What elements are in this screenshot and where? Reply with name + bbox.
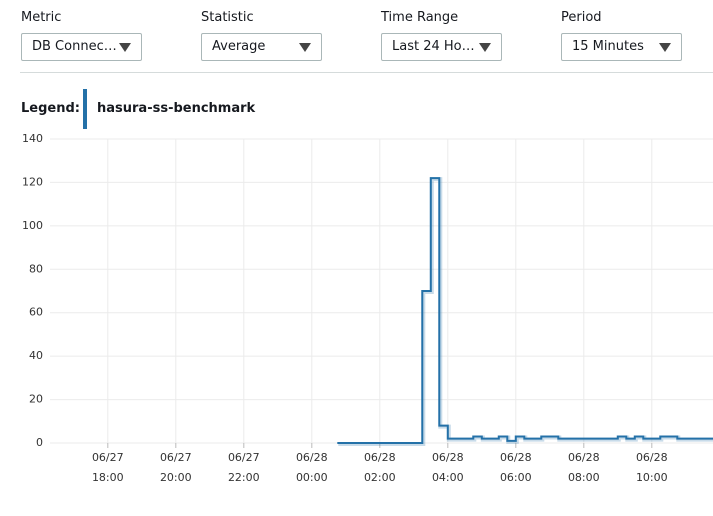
dropdown-value: 15 Minutes xyxy=(572,39,644,54)
y-tick-label: 20 xyxy=(29,393,43,406)
control-label: Statistic xyxy=(201,10,254,25)
control-label: Time Range xyxy=(381,10,459,25)
dropdown[interactable]: Last 24 Ho… xyxy=(381,33,502,61)
x-tick-label: 06/28 08:00 xyxy=(567,451,600,484)
dropdown-value: Last 24 Ho… xyxy=(392,39,475,54)
y-tick-label: 40 xyxy=(29,349,43,362)
x-tick-label: 06/28 06:00 xyxy=(499,451,532,484)
x-tick-label: 06/27 18:00 xyxy=(91,451,124,484)
x-tick-label: 06/28 02:00 xyxy=(363,451,396,484)
dropdown-arrow xyxy=(119,43,131,52)
control-label: Period xyxy=(561,10,602,25)
x-tick-label: 06/28 10:00 xyxy=(635,451,668,484)
dropdown-arrow xyxy=(299,43,311,52)
y-tick-label: 120 xyxy=(22,175,43,188)
x-tick-label: 06/27 20:00 xyxy=(159,451,192,484)
dropdown[interactable]: Average xyxy=(201,33,322,61)
series-line-shadow xyxy=(338,177,713,446)
dropdown-value: Average xyxy=(212,39,266,54)
legend-label: Legend: xyxy=(21,101,80,116)
control-label: Metric xyxy=(21,10,62,25)
dropdown[interactable]: DB Connec… xyxy=(21,33,142,61)
x-tick-label: 06/28 04:00 xyxy=(431,451,464,484)
legend-entry: hasura-ss-benchmark xyxy=(97,101,256,116)
y-tick-label: 140 xyxy=(22,132,43,145)
x-tick-label: 06/28 00:00 xyxy=(295,451,328,484)
y-tick-label: 60 xyxy=(29,306,43,319)
dropdown[interactable]: 15 Minutes xyxy=(561,33,682,61)
y-tick-label: 80 xyxy=(29,262,43,275)
dropdown-value: DB Connec… xyxy=(32,39,117,54)
y-tick-label: 100 xyxy=(22,219,43,232)
separator xyxy=(20,72,713,73)
dropdown-arrow xyxy=(479,43,491,52)
dropdown-arrow xyxy=(659,43,671,52)
series-line xyxy=(337,177,713,444)
x-tick-label: 06/27 22:00 xyxy=(227,451,260,484)
y-tick-label: 0 xyxy=(36,436,43,449)
legend-swatch xyxy=(83,89,87,129)
